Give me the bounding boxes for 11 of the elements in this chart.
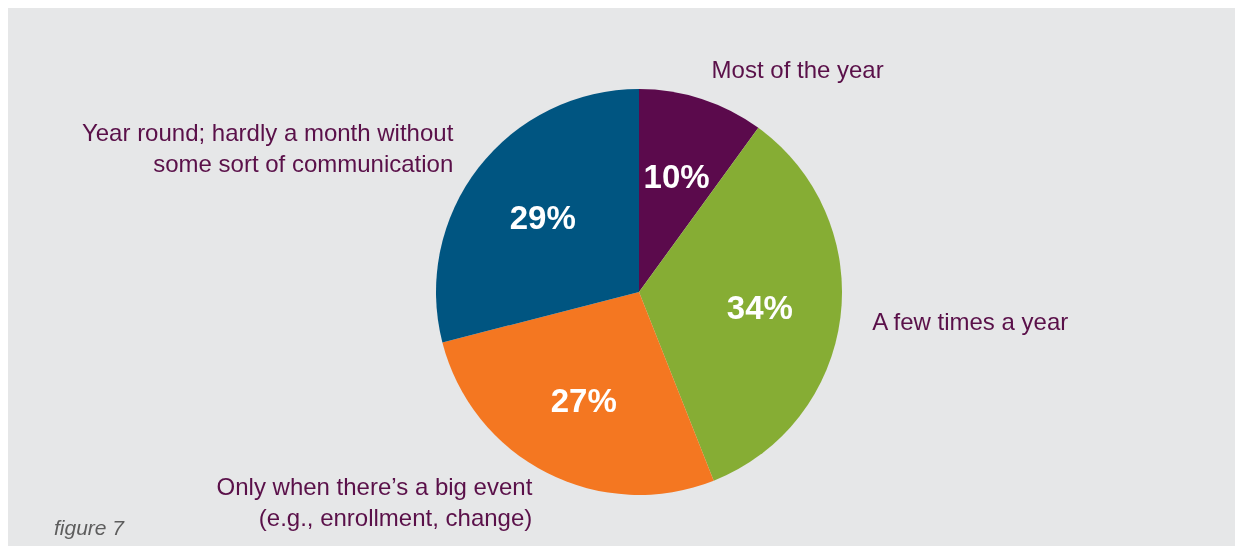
slice-label: Most of the year: [711, 55, 884, 82]
data-label: 27%: [550, 382, 617, 420]
data-label: 29%: [509, 198, 576, 236]
caption: figure 7: [54, 516, 125, 540]
slice-label: Only when there’s a big event (e.g., enrollment, change): [216, 472, 533, 531]
pie-slice: [639, 127, 842, 481]
slice-label: A few times a year: [872, 307, 1069, 335]
data-label: 34%: [726, 288, 793, 326]
slice-label: Year round; hardly a month without some sort of communication: [81, 118, 454, 177]
data-label: 10%: [643, 157, 710, 195]
pie-slice: [639, 89, 759, 292]
